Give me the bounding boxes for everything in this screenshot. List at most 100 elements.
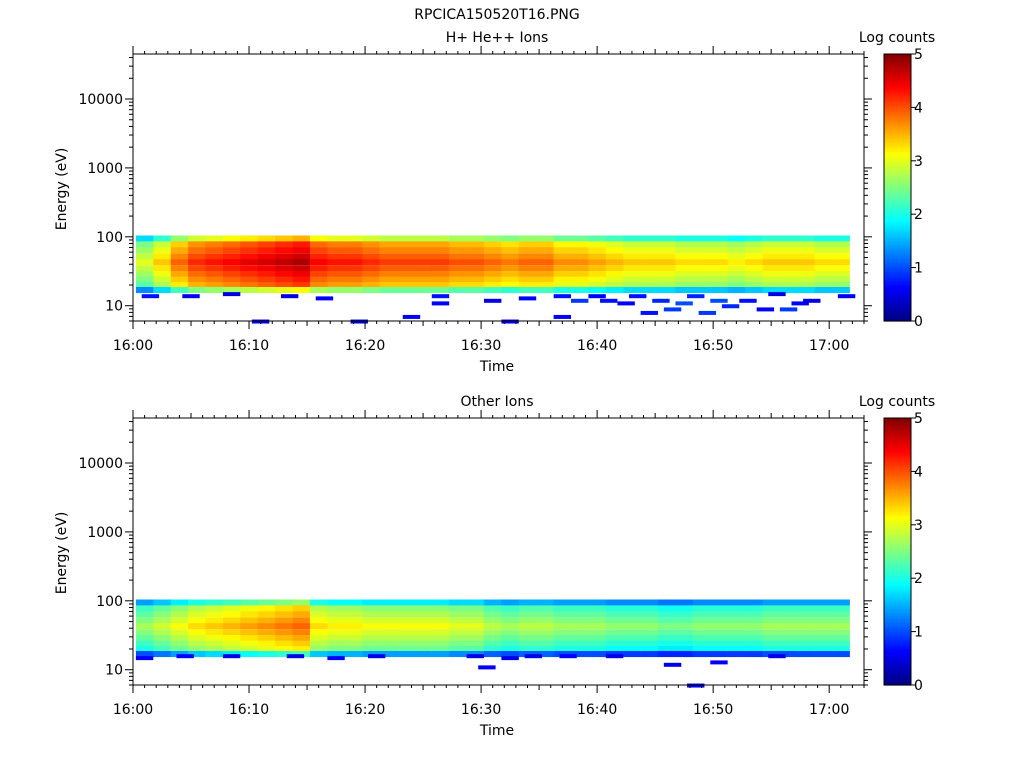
heatmap-cell: [536, 235, 555, 242]
heatmap-cell: [536, 605, 555, 612]
colorbar: 0 1 2 3 4 5: [883, 411, 923, 694]
heatmap-cell: [675, 623, 694, 630]
heatmap-cell: [449, 282, 467, 289]
colorbar-segment: [884, 682, 911, 686]
heatmap-cell: [414, 623, 433, 630]
colorbar-segment: [884, 567, 911, 570]
heatmap-cell: [188, 617, 206, 624]
colorbar-segment: [884, 78, 911, 82]
colorbar-segment: [884, 114, 911, 117]
heatmap-cell: [240, 247, 259, 254]
heatmap-cell: [832, 635, 850, 642]
heatmap-cell: [692, 646, 711, 653]
colorbar-segment: [884, 580, 911, 584]
heatmap-cell: [745, 276, 763, 283]
heatmap-cell: [727, 605, 746, 612]
heatmap-cell: [727, 650, 746, 658]
colorbar-segment: [884, 154, 911, 157]
heatmap-cell: [240, 599, 259, 606]
heatmap-cell: [379, 265, 398, 272]
heatmap-event: [466, 654, 484, 659]
heatmap-cell: [832, 241, 850, 248]
heatmap-event: [222, 654, 241, 659]
colorbar-segment: [884, 220, 911, 224]
colorbar-segment: [884, 500, 911, 504]
heatmap-cell: [832, 259, 850, 266]
colorbar-segment: [884, 440, 911, 444]
heatmap-cell: [414, 271, 433, 278]
heatmap-cell: [675, 646, 694, 653]
heatmap-cell: [727, 253, 746, 260]
heatmap-cell: [536, 265, 555, 272]
heatmap-event: [524, 654, 543, 659]
heatmap-cell: [257, 635, 276, 642]
figure-title: RPCICA150520T16.PNG: [414, 7, 579, 23]
heatmap-cell: [745, 599, 763, 606]
colorbar-segment: [884, 620, 911, 624]
heatmap-cell: [675, 617, 694, 624]
heatmap-cell: [135, 646, 154, 653]
colorbar-segment: [884, 269, 911, 273]
heatmap-cell: [466, 286, 485, 294]
heatmap-cell: [675, 235, 694, 242]
heatmap-cell: [814, 635, 833, 642]
colorbar-segment: [884, 120, 911, 124]
heatmap-cell: [832, 605, 850, 612]
heatmap-cell: [292, 650, 311, 658]
heatmap-cell: [658, 611, 676, 618]
heatmap-cell: [814, 605, 833, 612]
heatmap-cell: [222, 629, 241, 636]
heatmap-cell: [484, 276, 502, 283]
heatmap-cell: [640, 646, 659, 653]
heatmap-cell: [188, 282, 206, 289]
colorbar-segment: [884, 218, 911, 222]
colorbar-segment: [884, 60, 911, 64]
colorbar-segment: [884, 478, 911, 481]
heatmap-cell: [710, 646, 729, 653]
heatmap-cell: [779, 650, 798, 658]
axes: 10 100 1000 10000 16:00 16:10 16:20 16:30 16:40 1…: [78, 46, 872, 354]
colorbar-segment: [884, 678, 911, 682]
heatmap-cell: [536, 286, 555, 294]
heatmap-cell: [797, 640, 816, 647]
heatmap-cell: [379, 241, 398, 248]
colorbar-segment: [884, 67, 911, 71]
heatmap-cell: [536, 646, 555, 653]
heatmap-cell: [832, 253, 850, 260]
heatmap-cell: [571, 253, 589, 260]
heatmap-cell: [379, 286, 398, 294]
colorbar-segment: [884, 631, 911, 635]
heatmap-cell: [414, 605, 433, 612]
heatmap-cell: [640, 271, 659, 278]
heatmap-cell: [640, 635, 659, 642]
colorbar-segment: [884, 283, 911, 287]
heatmap-cell: [727, 635, 746, 642]
heatmap-cell: [553, 617, 572, 624]
heatmap-cell: [205, 640, 224, 647]
heatmap-cell: [344, 611, 363, 618]
colorbar-segment: [884, 189, 911, 193]
heatmap-cell: [170, 247, 189, 254]
heatmap-event: [553, 314, 572, 319]
heatmap-cell: [640, 265, 659, 272]
heatmap-cell: [414, 640, 433, 647]
heatmap-cell: [188, 271, 206, 278]
heatmap-cell: [240, 650, 259, 658]
heatmap-cell: [222, 611, 241, 618]
heatmap-cell: [501, 650, 520, 658]
heatmap-cell: [309, 247, 328, 254]
colorbar-segment: [884, 589, 911, 593]
colorbar-segment: [884, 178, 911, 182]
heatmap-cell: [571, 605, 589, 612]
colorbar-tick-label: 4: [914, 464, 923, 480]
heatmap-cell: [257, 271, 276, 278]
heatmap-cell: [745, 640, 763, 647]
heatmap-cell: [797, 265, 816, 272]
heatmap-cell: [762, 599, 781, 606]
colorbar-segment: [884, 116, 911, 120]
colorbar-segment: [884, 498, 911, 501]
heatmap-cell: [240, 235, 259, 242]
heatmap-cell: [431, 247, 450, 254]
heatmap-cell: [605, 605, 624, 612]
heatmap-cell: [431, 271, 450, 278]
